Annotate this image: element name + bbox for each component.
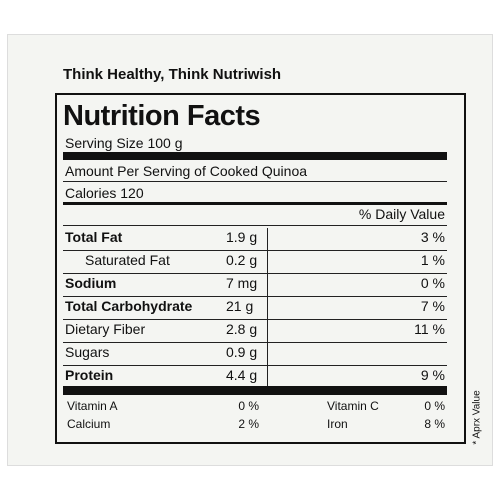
nutrient-name: Sodium bbox=[65, 275, 117, 291]
rule bbox=[63, 273, 447, 274]
vitamin-name: Vitamin C bbox=[327, 399, 379, 413]
rule bbox=[63, 250, 447, 251]
footnote: * Aprx Value bbox=[471, 390, 483, 445]
nutrient-amount: 1.9 g bbox=[226, 229, 258, 245]
nutrient-name: Total Carbohydrate bbox=[65, 298, 193, 314]
daily-value: 3 % bbox=[420, 229, 445, 245]
vitamin-name: Vitamin A bbox=[67, 399, 118, 413]
daily-value-heading: % Daily Value bbox=[358, 206, 445, 222]
vertical-rule bbox=[267, 228, 268, 386]
daily-value: 9 % bbox=[420, 367, 445, 383]
nutrient-amount: 0.2 g bbox=[226, 252, 258, 268]
daily-value: 0 % bbox=[420, 275, 445, 291]
nutrient-name: Total Fat bbox=[65, 229, 123, 245]
nutrient-name: Sugars bbox=[65, 344, 110, 360]
thick-rule bbox=[63, 152, 447, 160]
label-title: Nutrition Facts bbox=[63, 100, 261, 132]
rule bbox=[63, 225, 447, 226]
nutrient-name: Protein bbox=[65, 367, 114, 383]
nutrient-name: Dietary Fiber bbox=[65, 321, 146, 337]
amount-per-serving: Amount Per Serving of Cooked Quinoa bbox=[65, 163, 308, 179]
rule bbox=[63, 342, 447, 343]
vitamin-value: 8 % bbox=[424, 417, 445, 431]
vitamin-name: Iron bbox=[327, 417, 348, 431]
label-box bbox=[55, 93, 466, 444]
rule bbox=[63, 296, 447, 297]
nutrient-name: Saturated Fat bbox=[85, 252, 170, 268]
nutrient-amount: 21 g bbox=[226, 298, 254, 314]
nutrient-amount: 2.8 g bbox=[226, 321, 258, 337]
nutrient-amount: 0.9 g bbox=[226, 344, 258, 360]
brand-title: Think Healthy, Think Nutriwish bbox=[63, 66, 282, 83]
calories: Calories 120 bbox=[65, 185, 144, 201]
medium-rule bbox=[63, 202, 447, 205]
rule bbox=[63, 365, 447, 366]
rule bbox=[63, 181, 447, 182]
vitamin-name: Calcium bbox=[67, 417, 111, 431]
daily-value: 7 % bbox=[420, 298, 445, 314]
thick-rule bbox=[63, 386, 447, 395]
vitamin-value: 0 % bbox=[238, 399, 259, 413]
serving-size: Serving Size 100 g bbox=[65, 135, 183, 151]
nutrient-amount: 7 mg bbox=[226, 275, 258, 291]
daily-value: 11 % bbox=[414, 321, 445, 337]
daily-value: 1 % bbox=[420, 252, 445, 268]
vitamin-value: 2 % bbox=[238, 417, 259, 431]
nutrient-amount: 4.4 g bbox=[226, 367, 258, 383]
vitamin-value: 0 % bbox=[424, 399, 445, 413]
rule bbox=[63, 319, 447, 320]
